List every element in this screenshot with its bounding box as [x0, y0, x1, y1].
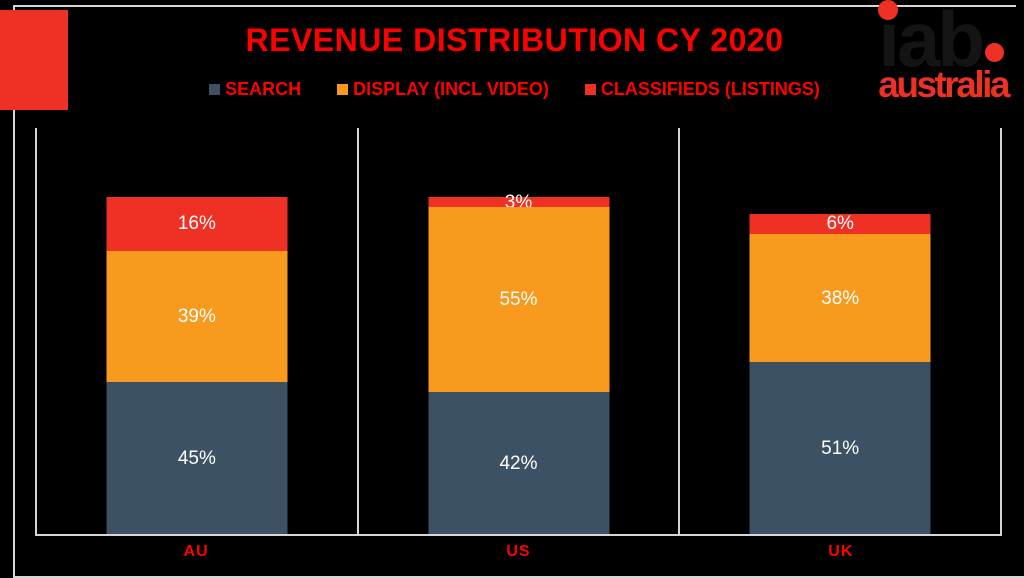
legend-item-display-incl-video: DISPLAY (INCL VIDEO): [337, 79, 549, 100]
plot-area: 16% 39% 45% 3% 55% 42% 6% 38% 51%: [35, 128, 1003, 536]
bar-uk: 6% 38% 51%: [749, 213, 931, 534]
legend-label: SEARCH: [225, 79, 302, 99]
value-label: 16%: [177, 213, 216, 235]
logo-iab-line: iab.: [878, 0, 1008, 78]
panel-us: 3% 55% 42%: [356, 128, 679, 536]
x-axis-label-uk: UK: [828, 543, 854, 560]
bar-au: 16% 39% 45%: [106, 197, 288, 534]
red-accent-square: [0, 10, 68, 110]
panel-uk: 6% 38% 51%: [678, 128, 1003, 536]
iab-australia-logo: iab. australia: [878, 0, 1010, 106]
logo-australia-text: australia: [878, 64, 1010, 106]
legend-item-classifieds-listings: CLASSIFIEDS (LISTINGS): [584, 79, 820, 100]
legend-item-search: SEARCH: [209, 79, 301, 100]
value-label: 3%: [504, 191, 533, 213]
legend: SEARCH DISPLAY (INCL VIDEO) CLASSIFIEDS (L…: [13, 79, 1016, 100]
value-label: 55%: [499, 289, 538, 311]
chart-title: REVENUE DISTRIBUTION CY 2020: [245, 22, 784, 58]
value-label: 39%: [177, 306, 216, 328]
segment-uk-classifieds-listings: 6%: [749, 213, 931, 235]
chart-border-left: [13, 5, 15, 578]
segment-us-search: 42%: [428, 392, 609, 534]
segment-us-display-incl-video: 55%: [428, 207, 609, 393]
chart-border-top: [13, 5, 1016, 7]
x-axis-labels: AU US UK: [35, 543, 1002, 561]
segment-uk-display-incl-video: 38%: [749, 234, 931, 363]
panel-au: 16% 39% 45%: [35, 128, 357, 536]
chart-border-bottom: [13, 576, 1024, 578]
logo-period-dot-icon: .: [985, 43, 1004, 62]
legend-swatch-icon: [209, 84, 221, 95]
x-axis-label-au: AU: [183, 543, 209, 560]
value-label: 51%: [821, 437, 860, 459]
segment-au-classifieds-listings: 16%: [106, 197, 288, 251]
segment-uk-search: 51%: [749, 362, 931, 534]
legend-label: DISPLAY (INCL VIDEO): [353, 79, 549, 99]
value-label: 45%: [177, 447, 216, 469]
segment-au-display-incl-video: 39%: [106, 250, 288, 383]
legend-swatch-icon: [584, 84, 596, 95]
value-label: 38%: [821, 287, 860, 309]
legend-swatch-icon: [337, 84, 349, 95]
bar-us: 3% 55% 42%: [428, 193, 609, 534]
value-label: 6%: [826, 213, 854, 235]
legend-label: CLASSIFIEDS (LISTINGS): [600, 79, 820, 99]
segment-us-classifieds-listings: 3%: [428, 193, 609, 212]
logo-i-dot-icon: [878, 0, 899, 20]
value-label: 42%: [499, 452, 538, 474]
x-axis-label-us: US: [506, 543, 531, 560]
segment-au-search: 45%: [106, 382, 288, 534]
